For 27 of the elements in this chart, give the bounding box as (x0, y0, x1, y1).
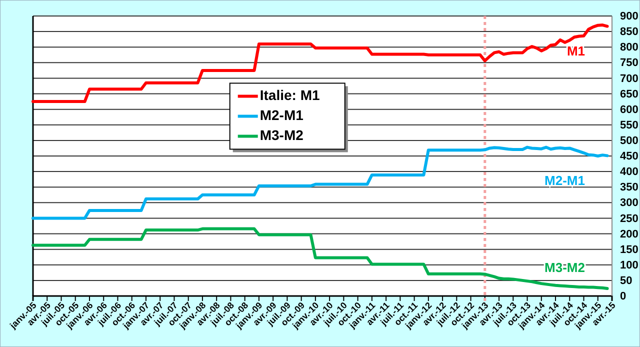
legend-label: M3-M2 (260, 126, 304, 143)
legend-label: Italie: M1 (260, 86, 320, 103)
y-tick-label: 550 (620, 119, 638, 132)
y-tick-label: 750 (620, 57, 638, 70)
y-tick-label: 850 (620, 26, 638, 38)
y-tick-label: 300 (620, 197, 638, 210)
y-tick-label: 250 (620, 212, 638, 225)
line-series (32, 24, 609, 104)
line-series (32, 227, 609, 290)
y-tick-label: 650 (620, 88, 638, 100)
y-tick-label: 400 (620, 166, 638, 178)
y-tick-label: 900 (620, 10, 638, 23)
y-tick-label: 0 (620, 290, 626, 303)
y-tick-label: 600 (620, 104, 638, 116)
line-series (32, 146, 609, 220)
annotation: M1 (566, 44, 585, 59)
y-tick-label: 450 (620, 150, 638, 163)
y-tick-label: 350 (620, 182, 638, 194)
y-tick-label: 200 (620, 228, 638, 240)
y-tick-label: 500 (620, 134, 638, 147)
y-tick-label: 700 (620, 72, 638, 85)
y-tick-label: 150 (620, 244, 638, 256)
y-tick-label: 800 (620, 42, 638, 54)
y-tick-label: 100 (620, 259, 638, 272)
y-tick-label: 50 (620, 274, 632, 287)
annotation: M2-M1 (544, 173, 585, 188)
legend-label: M2-M1 (260, 106, 304, 123)
